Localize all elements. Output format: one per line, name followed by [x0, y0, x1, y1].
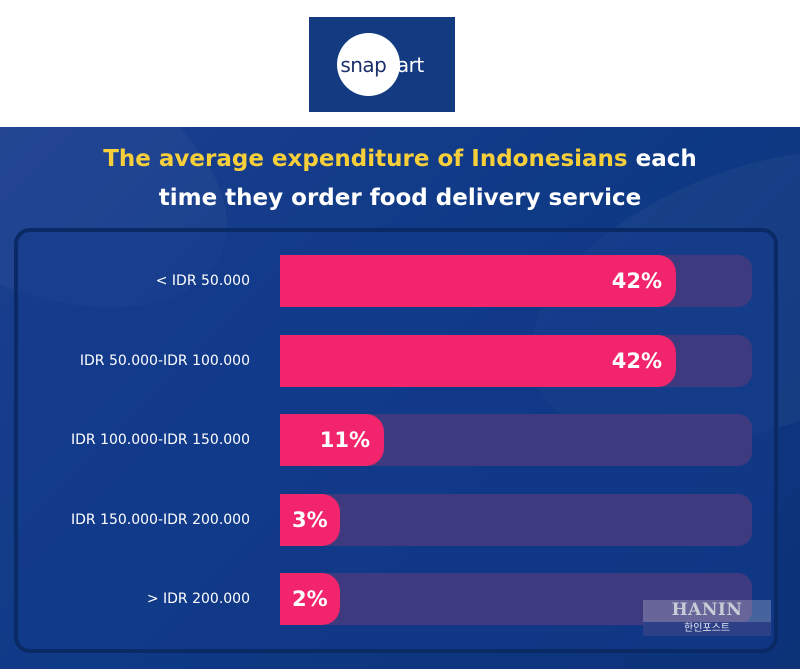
- category-label: IDR 150.000-IDR 200.000: [70, 512, 250, 528]
- snapcart-logo: snap cart: [309, 17, 455, 112]
- bar-value-label: 11%: [319, 428, 370, 452]
- logo-circle: [337, 33, 400, 96]
- header-band: snap cart: [0, 0, 800, 127]
- category-label: IDR 50.000-IDR 100.000: [79, 353, 250, 369]
- chart-title-highlight: The average expenditure of Indonesians: [103, 146, 628, 172]
- bar-value-label: 2%: [292, 587, 328, 611]
- bar: [280, 414, 384, 466]
- category-label: > IDR 200.000: [146, 591, 250, 607]
- category-label: < IDR 50.000: [155, 273, 250, 289]
- logo-text: snap cart: [309, 17, 455, 112]
- watermark-main: HANIN POST: [643, 600, 771, 640]
- bar: [280, 335, 676, 387]
- logo-text-part2: cart: [386, 52, 424, 77]
- bar-value-label: 42%: [611, 349, 662, 373]
- watermark-sub: 한인포스트: [643, 622, 771, 636]
- logo-text-part1: snap: [340, 52, 387, 77]
- bar-track: [280, 494, 752, 546]
- chart-title-rest: each: [627, 146, 697, 172]
- bar-value-label: 42%: [611, 269, 662, 293]
- bar: [280, 573, 340, 625]
- bar-track: [280, 573, 752, 625]
- chart-title: The average expenditure of Indonesians e…: [0, 140, 800, 218]
- category-label: IDR 100.000-IDR 150.000: [70, 432, 250, 448]
- hanin-post-watermark: HANIN POST 한인포스트: [643, 600, 771, 640]
- bar-value-label: 3%: [292, 508, 328, 532]
- bar: [280, 494, 340, 546]
- chart-title-line2: time they order food delivery service: [158, 185, 642, 211]
- bar: [280, 255, 676, 307]
